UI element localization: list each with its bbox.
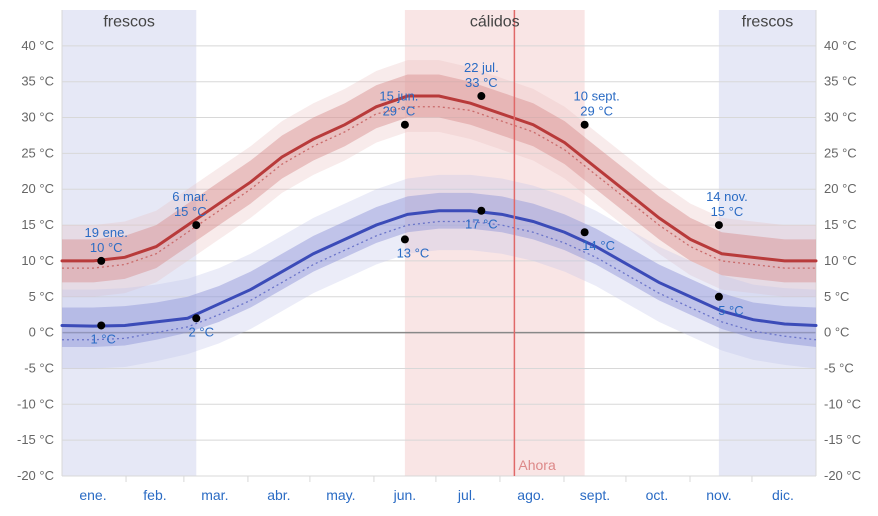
y-axis-label-right: 15 °C	[824, 217, 857, 232]
data-label-temp: 15 °C	[711, 204, 744, 219]
data-label-temp: 14 °C	[582, 238, 615, 253]
data-point	[192, 314, 200, 322]
data-label-date: 6 mar.	[172, 189, 208, 204]
month-label: ago.	[517, 487, 544, 503]
month-label: oct.	[646, 487, 669, 503]
data-point	[715, 221, 723, 229]
data-point	[192, 221, 200, 229]
month-label: feb.	[143, 487, 166, 503]
y-axis-label-right: 5 °C	[824, 289, 849, 304]
y-axis-label-right: 20 °C	[824, 181, 857, 196]
y-axis-label-right: 35 °C	[824, 74, 857, 89]
data-label-temp: 29 °C	[580, 104, 613, 119]
y-axis-label-right: -20 °C	[824, 468, 861, 483]
season-label: frescos	[742, 13, 794, 30]
data-point	[401, 121, 409, 129]
y-axis-label-left: 30 °C	[21, 110, 54, 125]
data-point	[401, 235, 409, 243]
now-label: Ahora	[518, 457, 556, 473]
data-label-temp: 15 °C	[174, 204, 207, 219]
y-axis-label-left: 5 °C	[29, 289, 54, 304]
y-axis-label-left: 20 °C	[21, 181, 54, 196]
month-label: mar.	[201, 487, 228, 503]
data-label-date: 14 nov.	[706, 189, 748, 204]
y-axis-label-left: -20 °C	[17, 468, 54, 483]
data-label-date: 22 jul.	[464, 60, 499, 75]
y-axis-label-left: 40 °C	[21, 38, 54, 53]
y-axis-label-left: 15 °C	[21, 217, 54, 232]
data-point	[581, 228, 589, 236]
y-axis-label-left: 35 °C	[21, 74, 54, 89]
y-axis-label-right: 30 °C	[824, 110, 857, 125]
y-axis-label-left: 0 °C	[29, 325, 54, 340]
data-label-temp: 13 °C	[397, 245, 430, 260]
y-axis-label-right: -15 °C	[824, 432, 861, 447]
season-label: cálidos	[470, 13, 520, 30]
month-label: abr.	[267, 487, 290, 503]
y-axis-label-left: 10 °C	[21, 253, 54, 268]
chart-svg: -20 °C -20 °C -15 °C -15 °C -10 °C -10 °C -5 °…	[0, 0, 878, 516]
y-axis-label-right: 25 °C	[824, 145, 857, 160]
data-label-temp: 10 °C	[90, 240, 123, 255]
y-axis-label-left: -15 °C	[17, 432, 54, 447]
temperature-chart: -20 °C -20 °C -15 °C -15 °C -10 °C -10 °C -5 °…	[0, 0, 878, 516]
data-point	[97, 321, 105, 329]
month-label: dic.	[772, 487, 794, 503]
data-label-date: 19 ene.	[85, 225, 128, 240]
data-label-temp: 17 °C	[465, 217, 498, 232]
y-axis-label-right: 10 °C	[824, 253, 857, 268]
month-label: sept.	[580, 487, 610, 503]
data-label-temp: 29 °C	[383, 104, 416, 119]
month-label: jun.	[393, 487, 417, 503]
y-axis-label-right: -5 °C	[824, 360, 854, 375]
y-axis-label-right: -10 °C	[824, 396, 861, 411]
data-label-temp: 5 °C	[718, 303, 743, 318]
data-label-date: 15 jun.	[379, 89, 418, 104]
data-point	[715, 293, 723, 301]
y-axis-label-left: -5 °C	[24, 360, 54, 375]
data-point	[477, 92, 485, 100]
data-label-temp: 1 °C	[91, 331, 116, 346]
y-axis-label-right: 0 °C	[824, 325, 849, 340]
season-label: frescos	[103, 13, 155, 30]
y-axis-label-left: -10 °C	[17, 396, 54, 411]
month-label: jul.	[457, 487, 476, 503]
month-label: ene.	[79, 487, 106, 503]
data-label-temp: 2 °C	[189, 324, 214, 339]
month-label: may.	[326, 487, 355, 503]
y-axis-label-right: 40 °C	[824, 38, 857, 53]
data-label-temp: 33 °C	[465, 75, 498, 90]
data-point	[97, 257, 105, 265]
data-point	[477, 207, 485, 215]
data-label-date: 10 sept.	[574, 89, 620, 104]
y-axis-label-left: 25 °C	[21, 145, 54, 160]
data-point	[581, 121, 589, 129]
month-label: nov.	[706, 487, 731, 503]
